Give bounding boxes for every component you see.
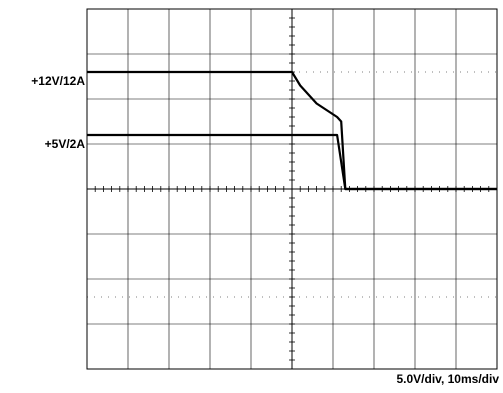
series-line-5v xyxy=(87,133,497,191)
series-label-12v: +12V/12A xyxy=(31,74,85,88)
graticule xyxy=(87,9,497,369)
scale-setting-label: 5.0V/div, 10ms/div xyxy=(396,372,500,386)
traces xyxy=(87,70,497,191)
series-label-5v: +5V/2A xyxy=(44,137,85,151)
